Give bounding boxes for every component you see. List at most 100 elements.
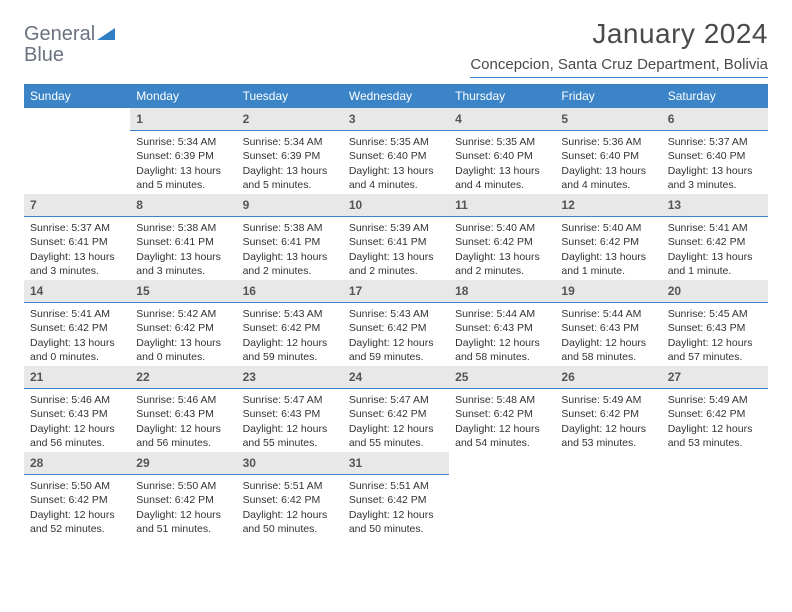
daylight-line: Daylight: 13 hours and 2 minutes. (455, 250, 549, 278)
day-number: 18 (449, 280, 555, 303)
day-details: Sunrise: 5:44 AMSunset: 6:43 PMDaylight:… (555, 303, 661, 366)
calendar-day-cell: 27Sunrise: 5:49 AMSunset: 6:42 PMDayligh… (662, 366, 768, 452)
day-details: Sunrise: 5:40 AMSunset: 6:42 PMDaylight:… (449, 217, 555, 280)
sunset-line: Sunset: 6:41 PM (349, 235, 443, 249)
daylight-line: Daylight: 13 hours and 3 minutes. (30, 250, 124, 278)
sunrise-line: Sunrise: 5:34 AM (243, 135, 337, 149)
sunrise-line: Sunrise: 5:47 AM (349, 393, 443, 407)
day-number: 7 (24, 194, 130, 217)
daylight-line: Daylight: 13 hours and 2 minutes. (349, 250, 443, 278)
daylight-line: Daylight: 13 hours and 5 minutes. (243, 164, 337, 192)
calendar-day-cell: 8Sunrise: 5:38 AMSunset: 6:41 PMDaylight… (130, 194, 236, 280)
daylight-line: Daylight: 12 hours and 59 minutes. (349, 336, 443, 364)
weekday-header: Sunday (24, 84, 130, 108)
calendar-day-cell: 12 Sunrise: 5:40 AMSunset: 6:42 PMDayligh… (555, 194, 661, 280)
sunset-line: Sunset: 6:43 PM (136, 407, 230, 421)
sunrise-line: Sunrise: 5:42 AM (136, 307, 230, 321)
sunset-line: Sunset: 6:43 PM (668, 321, 762, 335)
sunset-line: Sunset: 6:42 PM (136, 493, 230, 507)
weekday-header: Monday (130, 84, 236, 108)
day-number: 27 (662, 366, 768, 389)
calendar-day-cell: 15Sunrise: 5:42 AMSunset: 6:42 PMDayligh… (130, 280, 236, 366)
sunset-line: Sunset: 6:42 PM (243, 321, 337, 335)
brand-line2: Blue (24, 45, 115, 66)
calendar-body: . 1Sunrise: 5:34 AMSunset: 6:39 PMDayligh… (24, 108, 768, 538)
calendar-day-cell: 9Sunrise: 5:38 AMSunset: 6:41 PMDaylight… (237, 194, 343, 280)
daylight-line: Daylight: 13 hours and 1 minute. (561, 250, 655, 278)
calendar-day-cell: 1Sunrise: 5:34 AMSunset: 6:39 PMDaylight… (130, 108, 236, 194)
sunrise-line: Sunrise: 5:51 AM (349, 479, 443, 493)
daylight-line: Daylight: 12 hours and 57 minutes. (668, 336, 762, 364)
calendar-day-cell: . (449, 452, 555, 538)
sunset-line: Sunset: 6:42 PM (561, 235, 655, 249)
sunset-line: Sunset: 6:42 PM (668, 235, 762, 249)
weekday-header: Saturday (662, 84, 768, 108)
sunset-line: Sunset: 6:43 PM (561, 321, 655, 335)
brand-logo: General Blue (24, 18, 115, 66)
daylight-line: Daylight: 12 hours and 53 minutes. (561, 422, 655, 450)
sunrise-line: Sunrise: 5:44 AM (561, 307, 655, 321)
sunset-line: Sunset: 6:40 PM (455, 149, 549, 163)
calendar-day-cell: 11Sunrise: 5:40 AMSunset: 6:42 PMDayligh… (449, 194, 555, 280)
day-number: 31 (343, 452, 449, 475)
calendar-week-row: .1Sunrise: 5:34 AMSunset: 6:39 PMDayligh… (24, 108, 768, 194)
day-number: 11 (449, 194, 555, 217)
calendar-day-cell: 22Sunrise: 5:46 AMSunset: 6:43 PMDayligh… (130, 366, 236, 452)
sunrise-line: Sunrise: 5:46 AM (30, 393, 124, 407)
sunset-line: Sunset: 6:40 PM (668, 149, 762, 163)
calendar-day-cell: . (662, 452, 768, 538)
daylight-line: Daylight: 12 hours and 55 minutes. (349, 422, 443, 450)
sunrise-line: Sunrise: 5:37 AM (30, 221, 124, 235)
sunrise-line: Sunrise: 5:41 AM (668, 221, 762, 235)
day-details: Sunrise: 5:51 AMSunset: 6:42 PMDaylight:… (237, 475, 343, 538)
daylight-line: Daylight: 13 hours and 1 minute. (668, 250, 762, 278)
sunrise-line: Sunrise: 5:45 AM (668, 307, 762, 321)
day-details: Sunrise: 5:51 AMSunset: 6:42 PMDaylight:… (343, 475, 449, 538)
day-details: Sunrise: 5:37 AMSunset: 6:40 PMDaylight:… (662, 131, 768, 194)
day-details: Sunrise: 5:41 AMSunset: 6:42 PMDaylight:… (662, 217, 768, 280)
sunset-line: Sunset: 6:42 PM (455, 235, 549, 249)
sunrise-line: Sunrise: 5:36 AM (561, 135, 655, 149)
daylight-line: Daylight: 13 hours and 4 minutes. (455, 164, 549, 192)
day-number: 9 (237, 194, 343, 217)
calendar-day-cell: 20 Sunrise: 5:45 AMSunset: 6:43 PMDayligh… (662, 280, 768, 366)
day-number: 16 (237, 280, 343, 303)
day-details: Sunrise: 5:39 AMSunset: 6:41 PMDaylight:… (343, 217, 449, 280)
day-details: Sunrise: 5:37 AMSunset: 6:41 PMDaylight:… (24, 217, 130, 280)
sunset-line: Sunset: 6:42 PM (349, 321, 443, 335)
daylight-line: Daylight: 12 hours and 50 minutes. (243, 508, 337, 536)
day-details: Sunrise: 5:49 AMSunset: 6:42 PMDaylight:… (662, 389, 768, 452)
day-number: 20 (662, 280, 768, 303)
calendar-week-row: 28Sunrise: 5:50 AMSunset: 6:42 PMDayligh… (24, 452, 768, 538)
daylight-line: Daylight: 12 hours and 56 minutes. (136, 422, 230, 450)
calendar-day-cell: 6Sunrise: 5:37 AMSunset: 6:40 PMDaylight… (662, 108, 768, 194)
sunrise-line: Sunrise: 5:40 AM (561, 221, 655, 235)
sunrise-line: Sunrise: 5:38 AM (243, 221, 337, 235)
calendar-week-row: 14Sunrise: 5:41 AMSunset: 6:42 PMDayligh… (24, 280, 768, 366)
sunrise-line: Sunrise: 5:35 AM (349, 135, 443, 149)
day-number: 15 (130, 280, 236, 303)
weekday-header: Wednesday (343, 84, 449, 108)
day-details: Sunrise: 5:44 AMSunset: 6:43 PMDaylight:… (449, 303, 555, 366)
location-subtitle: Concepcion, Santa Cruz Department, Boliv… (470, 56, 768, 78)
day-number: 19 (555, 280, 661, 303)
calendar-day-cell: . (555, 452, 661, 538)
sunset-line: Sunset: 6:41 PM (243, 235, 337, 249)
sunrise-line: Sunrise: 5:43 AM (243, 307, 337, 321)
day-number: 24 (343, 366, 449, 389)
day-details: Sunrise: 5:35 AMSunset: 6:40 PMDaylight:… (343, 131, 449, 194)
day-details: Sunrise: 5:42 AMSunset: 6:42 PMDaylight:… (130, 303, 236, 366)
daylight-line: Daylight: 13 hours and 4 minutes. (349, 164, 443, 192)
calendar-day-cell: 25Sunrise: 5:48 AMSunset: 6:42 PMDayligh… (449, 366, 555, 452)
sunrise-line: Sunrise: 5:44 AM (455, 307, 549, 321)
day-number: 25 (449, 366, 555, 389)
daylight-line: Daylight: 12 hours and 58 minutes. (455, 336, 549, 364)
calendar-week-row: 7Sunrise: 5:37 AMSunset: 6:41 PMDaylight… (24, 194, 768, 280)
day-details: Sunrise: 5:38 AMSunset: 6:41 PMDaylight:… (130, 217, 236, 280)
daylight-line: Daylight: 13 hours and 3 minutes. (136, 250, 230, 278)
day-number: 12 (555, 194, 661, 217)
day-details: Sunrise: 5:46 AMSunset: 6:43 PMDaylight:… (24, 389, 130, 452)
day-number: 28 (24, 452, 130, 475)
day-number: 8 (130, 194, 236, 217)
day-details: Sunrise: 5:41 AMSunset: 6:42 PMDaylight:… (24, 303, 130, 366)
